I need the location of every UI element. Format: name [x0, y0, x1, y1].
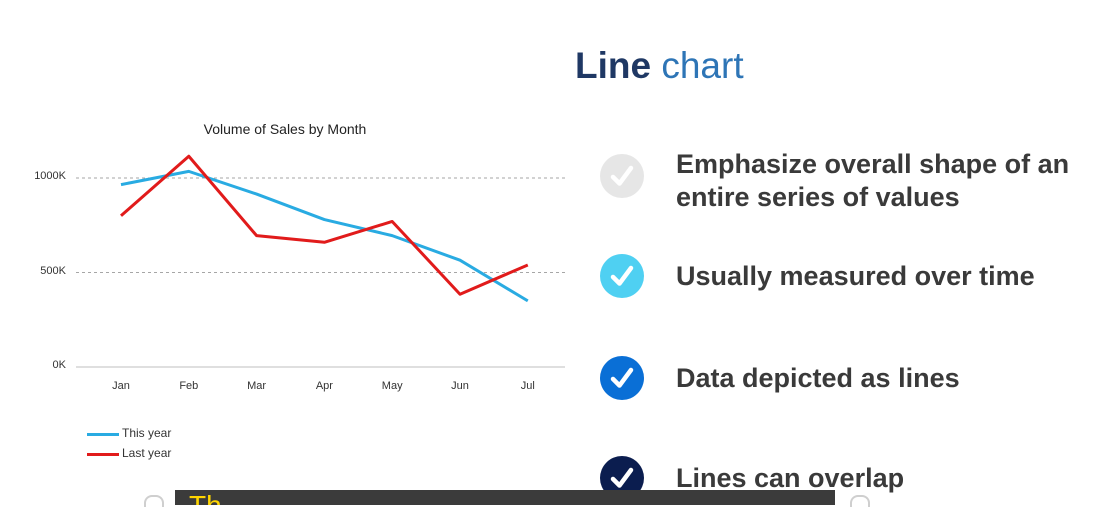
chart-plot	[76, 154, 565, 368]
x-tick-label: Mar	[247, 380, 267, 392]
y-tick-label: 1000K	[34, 170, 66, 182]
slide-title-strong: Line	[575, 45, 652, 86]
slide-title-light: chart	[661, 45, 744, 86]
x-tick-label: Jul	[520, 380, 535, 392]
y-tick-label: 0K	[52, 359, 66, 371]
caption-text: Th	[189, 492, 222, 506]
check-circle-icon	[600, 154, 644, 198]
overlay-edge-icon	[144, 495, 164, 507]
check-circle-icon	[600, 356, 644, 400]
bullet-text: Lines can overlap	[676, 463, 905, 493]
slide-title: Line chart	[575, 44, 744, 88]
bullet-text: Emphasize overall shape of an entire ser…	[676, 149, 1070, 212]
bullet-text: Usually measured over time	[676, 261, 1035, 291]
series-line-this-year	[120, 169, 529, 303]
x-tick-label: May	[381, 380, 403, 392]
video-caption-bar: Th	[175, 490, 835, 505]
x-tick-label: Apr	[315, 380, 333, 392]
legend-swatch-this-year	[87, 433, 119, 436]
check-circle-icon	[600, 254, 644, 298]
x-tick-label: Jun	[451, 380, 469, 392]
chart-title: Volume of Sales by Month	[203, 121, 367, 137]
legend-swatch-last-year	[87, 453, 119, 456]
x-tick-label: Feb	[179, 380, 199, 392]
legend-label-last-year: Last year	[122, 446, 172, 460]
x-tick-label: Jan	[112, 380, 130, 392]
legend-label-this-year: This year	[122, 426, 172, 440]
bullet-text: Data depicted as lines	[676, 363, 960, 393]
overlay-edge-icon	[850, 495, 870, 507]
series-line-last-year	[120, 154, 529, 296]
y-tick-label: 500K	[40, 264, 66, 277]
